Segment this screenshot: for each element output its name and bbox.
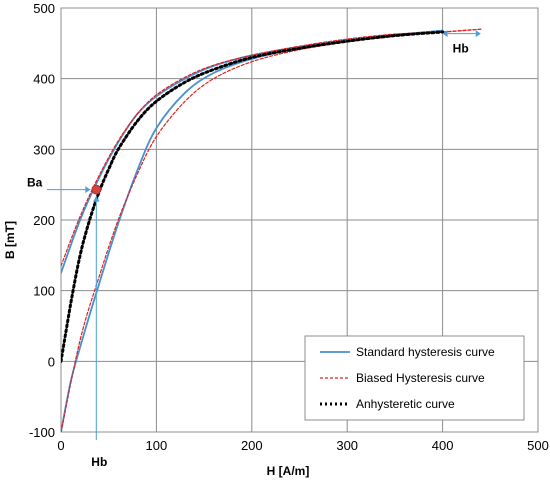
y-tick-label: 500 bbox=[33, 1, 55, 16]
x-tick-labels: 0 100 200 300 400 500 bbox=[57, 438, 548, 453]
plot-series bbox=[61, 28, 482, 432]
series-biased-hysteresis-curve-branch-1 bbox=[61, 28, 482, 267]
y-tick-label: -100 bbox=[29, 425, 55, 440]
legend-label-anhysteretic: Anhysteretic curve bbox=[356, 397, 455, 411]
hb-double-arrow-right-head bbox=[475, 30, 481, 38]
hb-vertical-arrow-head bbox=[92, 196, 100, 202]
x-tick-label: 500 bbox=[527, 438, 549, 453]
x-tick-label: 100 bbox=[146, 438, 168, 453]
ba-label: Ba bbox=[27, 176, 43, 190]
series-anhysteretic-curve-branch-1 bbox=[61, 30, 445, 363]
legend-label-biased: Biased Hysteresis curve bbox=[356, 371, 485, 385]
y-tick-label: 200 bbox=[33, 213, 55, 228]
y-axis-label: B [mT] bbox=[3, 221, 17, 259]
y-tick-label: 100 bbox=[33, 284, 55, 299]
x-tick-label: 200 bbox=[241, 438, 263, 453]
ba-arrow-head bbox=[85, 186, 91, 194]
y-tick-label: 400 bbox=[33, 72, 55, 87]
hb-bottom-label: Hb bbox=[91, 455, 107, 469]
x-axis-label: H [A/m] bbox=[267, 464, 310, 478]
legend-label-standard: Standard hysteresis curve bbox=[356, 345, 495, 359]
grid-lines bbox=[60, 7, 539, 433]
plot-frame bbox=[60, 7, 539, 433]
hb-top-label: Hb bbox=[453, 42, 469, 56]
legend: Standard hysteresis curve Biased Hystere… bbox=[304, 335, 525, 421]
x-tick-label: 300 bbox=[336, 438, 358, 453]
x-tick-label: 0 bbox=[57, 438, 64, 453]
y-tick-label: 0 bbox=[48, 354, 55, 369]
y-tick-label: 300 bbox=[33, 142, 55, 157]
y-tick-labels: -100 0 100 200 300 400 500 bbox=[29, 1, 55, 440]
annotations: Ba Hb Hb bbox=[27, 30, 481, 469]
ba-point-marker bbox=[91, 184, 102, 195]
x-tick-label: 400 bbox=[432, 438, 454, 453]
hb-double-arrow-left-head bbox=[442, 30, 448, 38]
